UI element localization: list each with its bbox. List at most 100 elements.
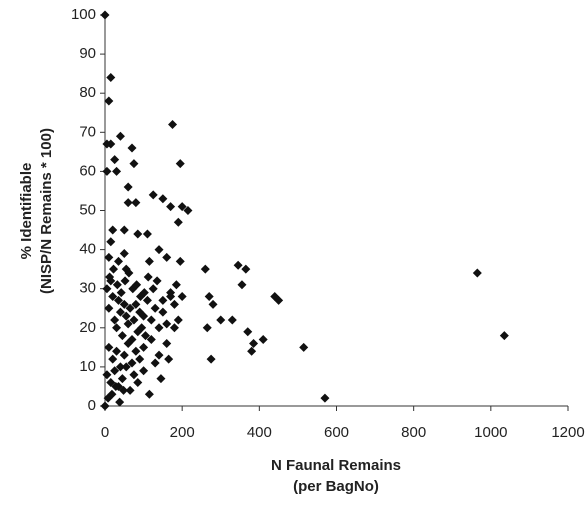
point	[154, 323, 164, 333]
y-tick-label: 20	[79, 319, 96, 336]
y-tick-label: 100	[71, 6, 96, 23]
point	[121, 311, 131, 321]
point	[133, 229, 143, 239]
point	[150, 303, 160, 313]
point	[114, 256, 124, 266]
point	[121, 362, 131, 372]
point	[100, 10, 110, 20]
point	[274, 295, 284, 305]
point	[123, 182, 133, 192]
point	[177, 202, 187, 212]
point	[129, 370, 139, 380]
point	[110, 366, 120, 376]
y-tick-label: 80	[79, 84, 96, 101]
y-tick-label: 40	[79, 241, 96, 258]
point	[472, 268, 482, 278]
point	[162, 338, 172, 348]
point	[119, 249, 129, 259]
x-tick-label: 1000	[474, 424, 507, 441]
point	[173, 217, 183, 227]
point	[123, 338, 133, 348]
point	[208, 299, 218, 309]
point	[137, 323, 147, 333]
point	[106, 73, 116, 83]
point	[135, 354, 145, 364]
x-label-line: N Faunal Remains	[271, 457, 401, 474]
x-tick-label: 0	[101, 424, 109, 441]
point	[102, 370, 112, 380]
point	[132, 280, 142, 290]
point	[320, 393, 330, 403]
point	[104, 342, 114, 352]
point	[168, 119, 178, 129]
point	[142, 295, 152, 305]
point	[127, 358, 137, 368]
point	[112, 323, 122, 333]
point	[202, 323, 212, 333]
point	[166, 202, 176, 212]
point	[216, 315, 226, 325]
point	[233, 260, 243, 270]
point	[131, 346, 141, 356]
point	[108, 225, 118, 235]
point	[129, 159, 139, 169]
point	[112, 166, 122, 176]
point	[106, 139, 116, 149]
point	[162, 252, 172, 262]
point	[111, 381, 121, 391]
point	[131, 299, 141, 309]
point	[104, 252, 114, 262]
point	[169, 323, 179, 333]
y-tick-label: 10	[79, 358, 96, 375]
point	[119, 299, 129, 309]
point	[158, 194, 168, 204]
point	[143, 272, 153, 282]
point	[144, 389, 154, 399]
point	[227, 315, 237, 325]
point	[119, 385, 129, 395]
point	[105, 272, 115, 282]
point	[117, 331, 127, 341]
point	[139, 366, 149, 376]
x-tick-label: 200	[170, 424, 195, 441]
x-tick-label: 1200	[551, 424, 584, 441]
point	[139, 288, 149, 298]
point	[243, 327, 253, 337]
y-tick-label: 0	[88, 397, 96, 414]
x-label-line: (per BagNo)	[293, 478, 379, 495]
point	[110, 155, 120, 165]
point	[123, 198, 133, 208]
point	[115, 307, 125, 317]
x-tick-label: 800	[401, 424, 426, 441]
point	[158, 295, 168, 305]
x-tick-label: 600	[324, 424, 349, 441]
point	[115, 362, 125, 372]
point	[146, 335, 156, 345]
point	[129, 315, 139, 325]
y-label-line: (NISP/N Remains * 100)	[38, 128, 55, 294]
point	[206, 354, 216, 364]
point	[102, 166, 112, 176]
point	[119, 225, 129, 235]
y-axis-label: % Identifiable (NISP/N Remains * 100)	[18, 128, 55, 294]
point	[152, 276, 162, 286]
point	[124, 268, 134, 278]
point	[158, 307, 168, 317]
point	[258, 335, 268, 345]
point	[119, 350, 129, 360]
point	[204, 292, 214, 302]
point	[106, 237, 116, 247]
point	[169, 299, 179, 309]
point	[154, 245, 164, 255]
point	[125, 303, 135, 313]
point	[107, 389, 117, 399]
point	[183, 206, 193, 215]
point	[175, 256, 185, 266]
point	[100, 401, 110, 411]
point	[144, 256, 154, 266]
point	[114, 295, 124, 305]
point	[173, 315, 183, 325]
point	[249, 338, 259, 348]
point	[148, 284, 158, 294]
point	[139, 342, 149, 352]
